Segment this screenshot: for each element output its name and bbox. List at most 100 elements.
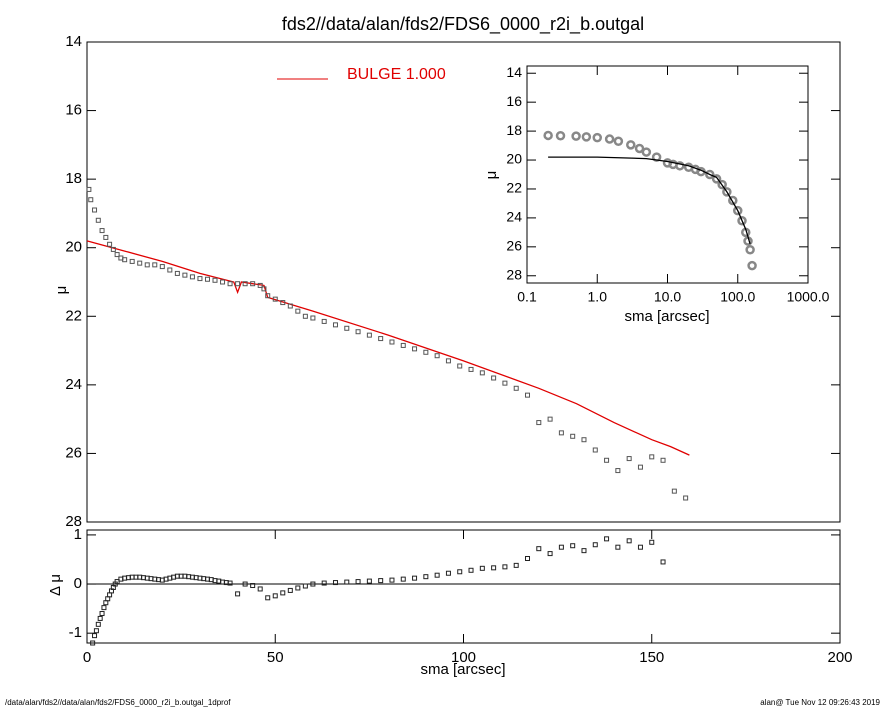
data-point — [321, 318, 327, 324]
data-point — [457, 363, 463, 369]
y-tick-label: 18 — [65, 170, 82, 187]
y-tick-label: 1 — [74, 526, 82, 543]
data-point — [502, 564, 508, 570]
data-point — [355, 579, 361, 585]
footer-left: /data/alan/fds2//data/alan/fds2/FDS6_000… — [5, 698, 231, 707]
y-axis-label: μ — [53, 286, 70, 295]
data-point — [570, 433, 576, 439]
data-point — [90, 640, 96, 646]
x-tick-label: 150 — [639, 649, 664, 666]
data-point — [92, 207, 98, 213]
legend-label: BULGE 1.000 — [347, 66, 446, 83]
x-tick-label: 1000.0 — [787, 289, 830, 305]
data-point — [137, 260, 143, 266]
y-tick-label: 16 — [506, 93, 522, 109]
data-point — [547, 416, 553, 422]
y-tick-label: 26 — [65, 444, 82, 461]
data-point — [378, 578, 384, 584]
data-point — [103, 234, 109, 240]
data-point — [88, 197, 94, 203]
data-point — [468, 567, 474, 573]
data-point — [581, 132, 592, 142]
data-point — [295, 585, 301, 591]
y-tick-label: 26 — [506, 238, 522, 254]
y-axis-label: μ — [483, 171, 500, 180]
data-point — [581, 437, 587, 443]
data-point — [272, 296, 278, 302]
footer-right: alan@ Tue Nov 12 09:26:43 2019 — [760, 698, 880, 707]
data-point — [212, 277, 218, 283]
data-point — [604, 134, 615, 144]
data-point — [525, 392, 531, 398]
x-axis-label: sma [arcsec] — [624, 308, 709, 325]
data-point — [711, 174, 722, 184]
data-point — [366, 578, 372, 584]
y-tick-label: 0 — [74, 575, 82, 592]
y-axis-label: Δ μ — [47, 574, 64, 596]
data-point — [344, 325, 350, 331]
data-point — [167, 267, 173, 273]
x-tick-label: 10.0 — [654, 289, 681, 305]
data-point — [250, 281, 256, 287]
data-point — [344, 579, 350, 585]
data-point — [641, 147, 652, 157]
data-point — [355, 329, 361, 335]
data-point — [280, 590, 286, 596]
y-tick-label: 28 — [65, 513, 82, 530]
data-point — [745, 244, 755, 255]
data-point — [272, 593, 278, 599]
data-point — [468, 366, 474, 372]
data-point — [604, 536, 610, 542]
data-point — [95, 217, 101, 223]
data-point — [332, 580, 338, 586]
data-point — [457, 569, 463, 575]
data-point — [86, 186, 92, 192]
data-point — [261, 286, 267, 292]
data-point — [107, 241, 113, 247]
data-point — [227, 281, 233, 287]
data-point — [649, 539, 655, 545]
data-point — [235, 591, 241, 597]
data-point — [302, 313, 308, 319]
data-point — [717, 179, 727, 190]
data-point — [547, 551, 553, 557]
data-point — [99, 611, 105, 617]
data-point — [197, 276, 203, 282]
plot-frame — [86, 529, 841, 644]
data-point — [637, 544, 643, 550]
data-point — [159, 264, 165, 270]
data-point — [555, 130, 566, 141]
data-point — [570, 543, 576, 549]
data-point — [536, 546, 542, 552]
data-point — [235, 281, 241, 287]
data-point — [675, 161, 685, 171]
data-point — [227, 580, 233, 586]
data-point — [321, 580, 327, 586]
x-tick-label: 50 — [267, 649, 284, 666]
data-point — [265, 595, 271, 601]
data-point — [683, 495, 689, 501]
data-point — [536, 420, 542, 426]
data-point — [332, 322, 338, 328]
y-tick-label: 18 — [506, 122, 522, 138]
data-point — [733, 205, 743, 216]
data-point — [671, 488, 677, 494]
data-point — [502, 380, 508, 386]
data-point — [660, 559, 666, 565]
data-point — [204, 276, 210, 282]
data-point — [310, 581, 316, 587]
data-point — [97, 615, 103, 621]
data-point — [513, 562, 519, 568]
data-point — [445, 570, 451, 576]
data-point — [558, 430, 564, 436]
data-point — [637, 464, 643, 470]
data-point — [174, 270, 180, 276]
data-point — [242, 581, 248, 587]
data-point — [558, 544, 564, 550]
data-point — [295, 308, 301, 314]
data-point — [571, 131, 581, 141]
data-point — [412, 346, 418, 352]
y-tick-label: 14 — [65, 33, 82, 50]
data-point — [592, 447, 598, 453]
data-point — [423, 349, 429, 355]
